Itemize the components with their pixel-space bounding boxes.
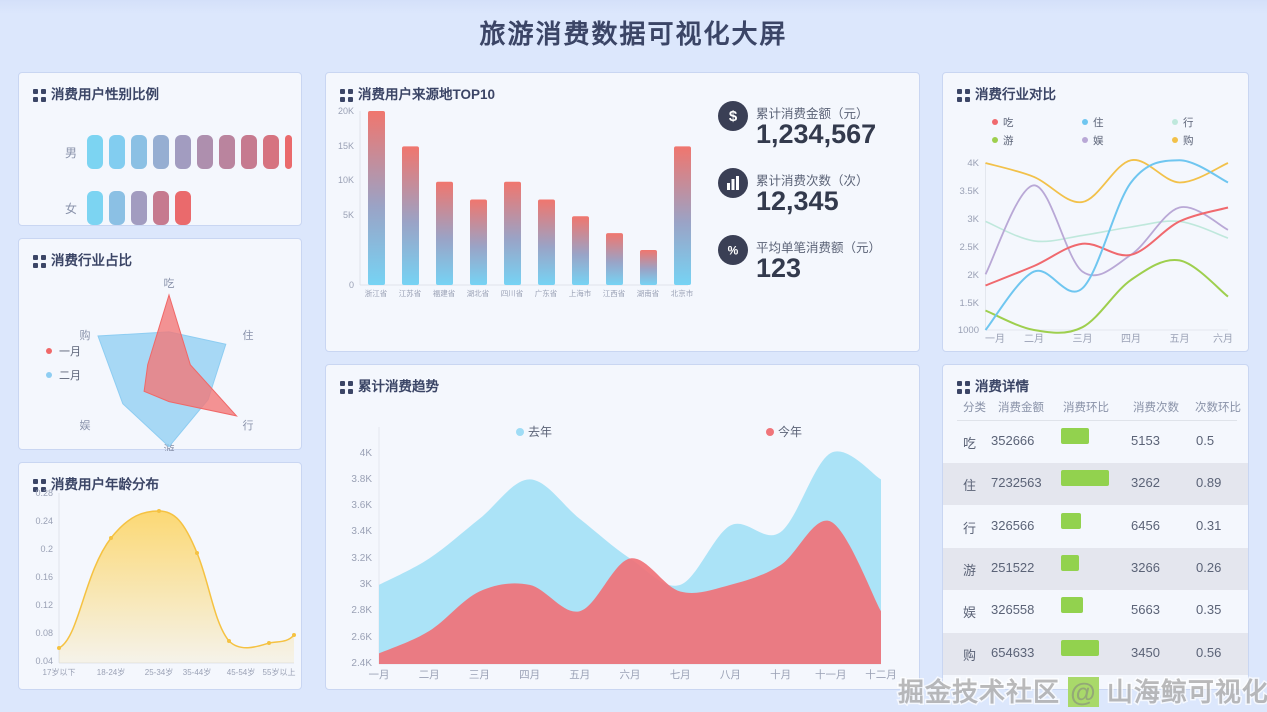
- svg-text:0.2: 0.2: [40, 544, 53, 554]
- svg-text:3K: 3K: [967, 214, 979, 225]
- svg-text:3.8K: 3.8K: [351, 474, 372, 485]
- svg-text:4K: 4K: [360, 448, 373, 459]
- svg-text:二月: 二月: [419, 669, 440, 681]
- svg-text:娱: 娱: [1093, 134, 1104, 147]
- svg-text:3.5K: 3.5K: [959, 186, 979, 197]
- svg-text:1.5K: 1.5K: [959, 298, 979, 309]
- svg-text:0.24: 0.24: [35, 516, 53, 526]
- svg-text:浙江省: 浙江省: [365, 288, 388, 298]
- svg-text:0.08: 0.08: [35, 628, 53, 638]
- svg-text:17岁以下: 17岁以下: [43, 667, 76, 677]
- svg-text:五月: 五月: [569, 669, 590, 681]
- svg-text:游: 游: [1003, 134, 1014, 147]
- svg-text:4K: 4K: [967, 158, 979, 169]
- svg-text:行: 行: [243, 419, 254, 432]
- svg-text:0.28: 0.28: [35, 488, 53, 498]
- svg-text:2.6K: 2.6K: [351, 632, 372, 643]
- svg-text:25-34岁: 25-34岁: [145, 667, 173, 677]
- svg-text:20K: 20K: [338, 106, 354, 116]
- svg-text:三月: 三月: [469, 669, 490, 681]
- svg-text:45-54岁: 45-54岁: [227, 667, 255, 677]
- svg-text:2.4K: 2.4K: [351, 658, 372, 669]
- svg-text:行: 行: [1183, 116, 1194, 129]
- svg-text:1000: 1000: [958, 325, 979, 336]
- svg-text:3.4K: 3.4K: [351, 526, 372, 537]
- svg-text:吃: 吃: [164, 277, 175, 290]
- svg-text:购: 购: [1183, 134, 1194, 147]
- svg-text:0.12: 0.12: [35, 600, 53, 610]
- svg-text:%: %: [728, 244, 739, 258]
- svg-text:3K: 3K: [360, 579, 373, 590]
- svg-text:三月: 三月: [1073, 333, 1093, 345]
- svg-text:四月: 四月: [519, 669, 540, 681]
- svg-text:吃: 吃: [1003, 116, 1014, 129]
- svg-text:六月: 六月: [1213, 333, 1233, 345]
- svg-text:0.04: 0.04: [35, 656, 53, 666]
- svg-text:四月: 四月: [1121, 333, 1141, 345]
- svg-text:住: 住: [243, 328, 254, 342]
- svg-text:北京市: 北京市: [671, 288, 694, 298]
- svg-text:江西省: 江西省: [603, 288, 626, 298]
- svg-text:十月: 十月: [770, 668, 791, 681]
- svg-text:十一月: 十一月: [815, 668, 847, 681]
- svg-text:0: 0: [349, 280, 354, 290]
- svg-text:湖南省: 湖南省: [637, 288, 660, 298]
- svg-text:娱: 娱: [80, 418, 91, 432]
- svg-text:一月: 一月: [369, 669, 390, 681]
- svg-text:一月: 一月: [59, 346, 81, 358]
- svg-text:3.2K: 3.2K: [351, 553, 372, 564]
- svg-text:2K: 2K: [967, 270, 979, 281]
- svg-text:住: 住: [1093, 116, 1104, 129]
- svg-text:5K: 5K: [343, 210, 354, 220]
- svg-text:五月: 五月: [1170, 333, 1190, 345]
- svg-text:湖北省: 湖北省: [467, 288, 490, 298]
- svg-text:福建省: 福建省: [433, 288, 456, 298]
- svg-text:二月: 二月: [59, 370, 81, 382]
- svg-text:上海市: 上海市: [569, 288, 592, 298]
- svg-text:二月: 二月: [1024, 333, 1044, 345]
- svg-text:购: 购: [80, 328, 91, 342]
- svg-text:18-24岁: 18-24岁: [97, 667, 125, 677]
- svg-text:10K: 10K: [338, 175, 354, 185]
- svg-text:四川省: 四川省: [501, 288, 524, 298]
- svg-text:七月: 七月: [670, 669, 691, 681]
- svg-text:55岁以上: 55岁以上: [263, 667, 296, 677]
- svg-text:六月: 六月: [620, 669, 641, 681]
- svg-text:江苏省: 江苏省: [399, 288, 422, 298]
- svg-text:十二月: 十二月: [865, 668, 897, 681]
- svg-text:3.6K: 3.6K: [351, 500, 372, 511]
- svg-text:广东省: 广东省: [535, 288, 558, 298]
- svg-text:35-44岁: 35-44岁: [183, 667, 211, 677]
- svg-text:八月: 八月: [720, 669, 741, 681]
- svg-text:2.8K: 2.8K: [351, 605, 372, 616]
- svg-text:2.5K: 2.5K: [959, 242, 979, 253]
- svg-text:$: $: [729, 108, 738, 125]
- svg-text:15K: 15K: [338, 141, 354, 151]
- svg-text:0.16: 0.16: [35, 572, 53, 582]
- svg-text:一月: 一月: [985, 333, 1005, 345]
